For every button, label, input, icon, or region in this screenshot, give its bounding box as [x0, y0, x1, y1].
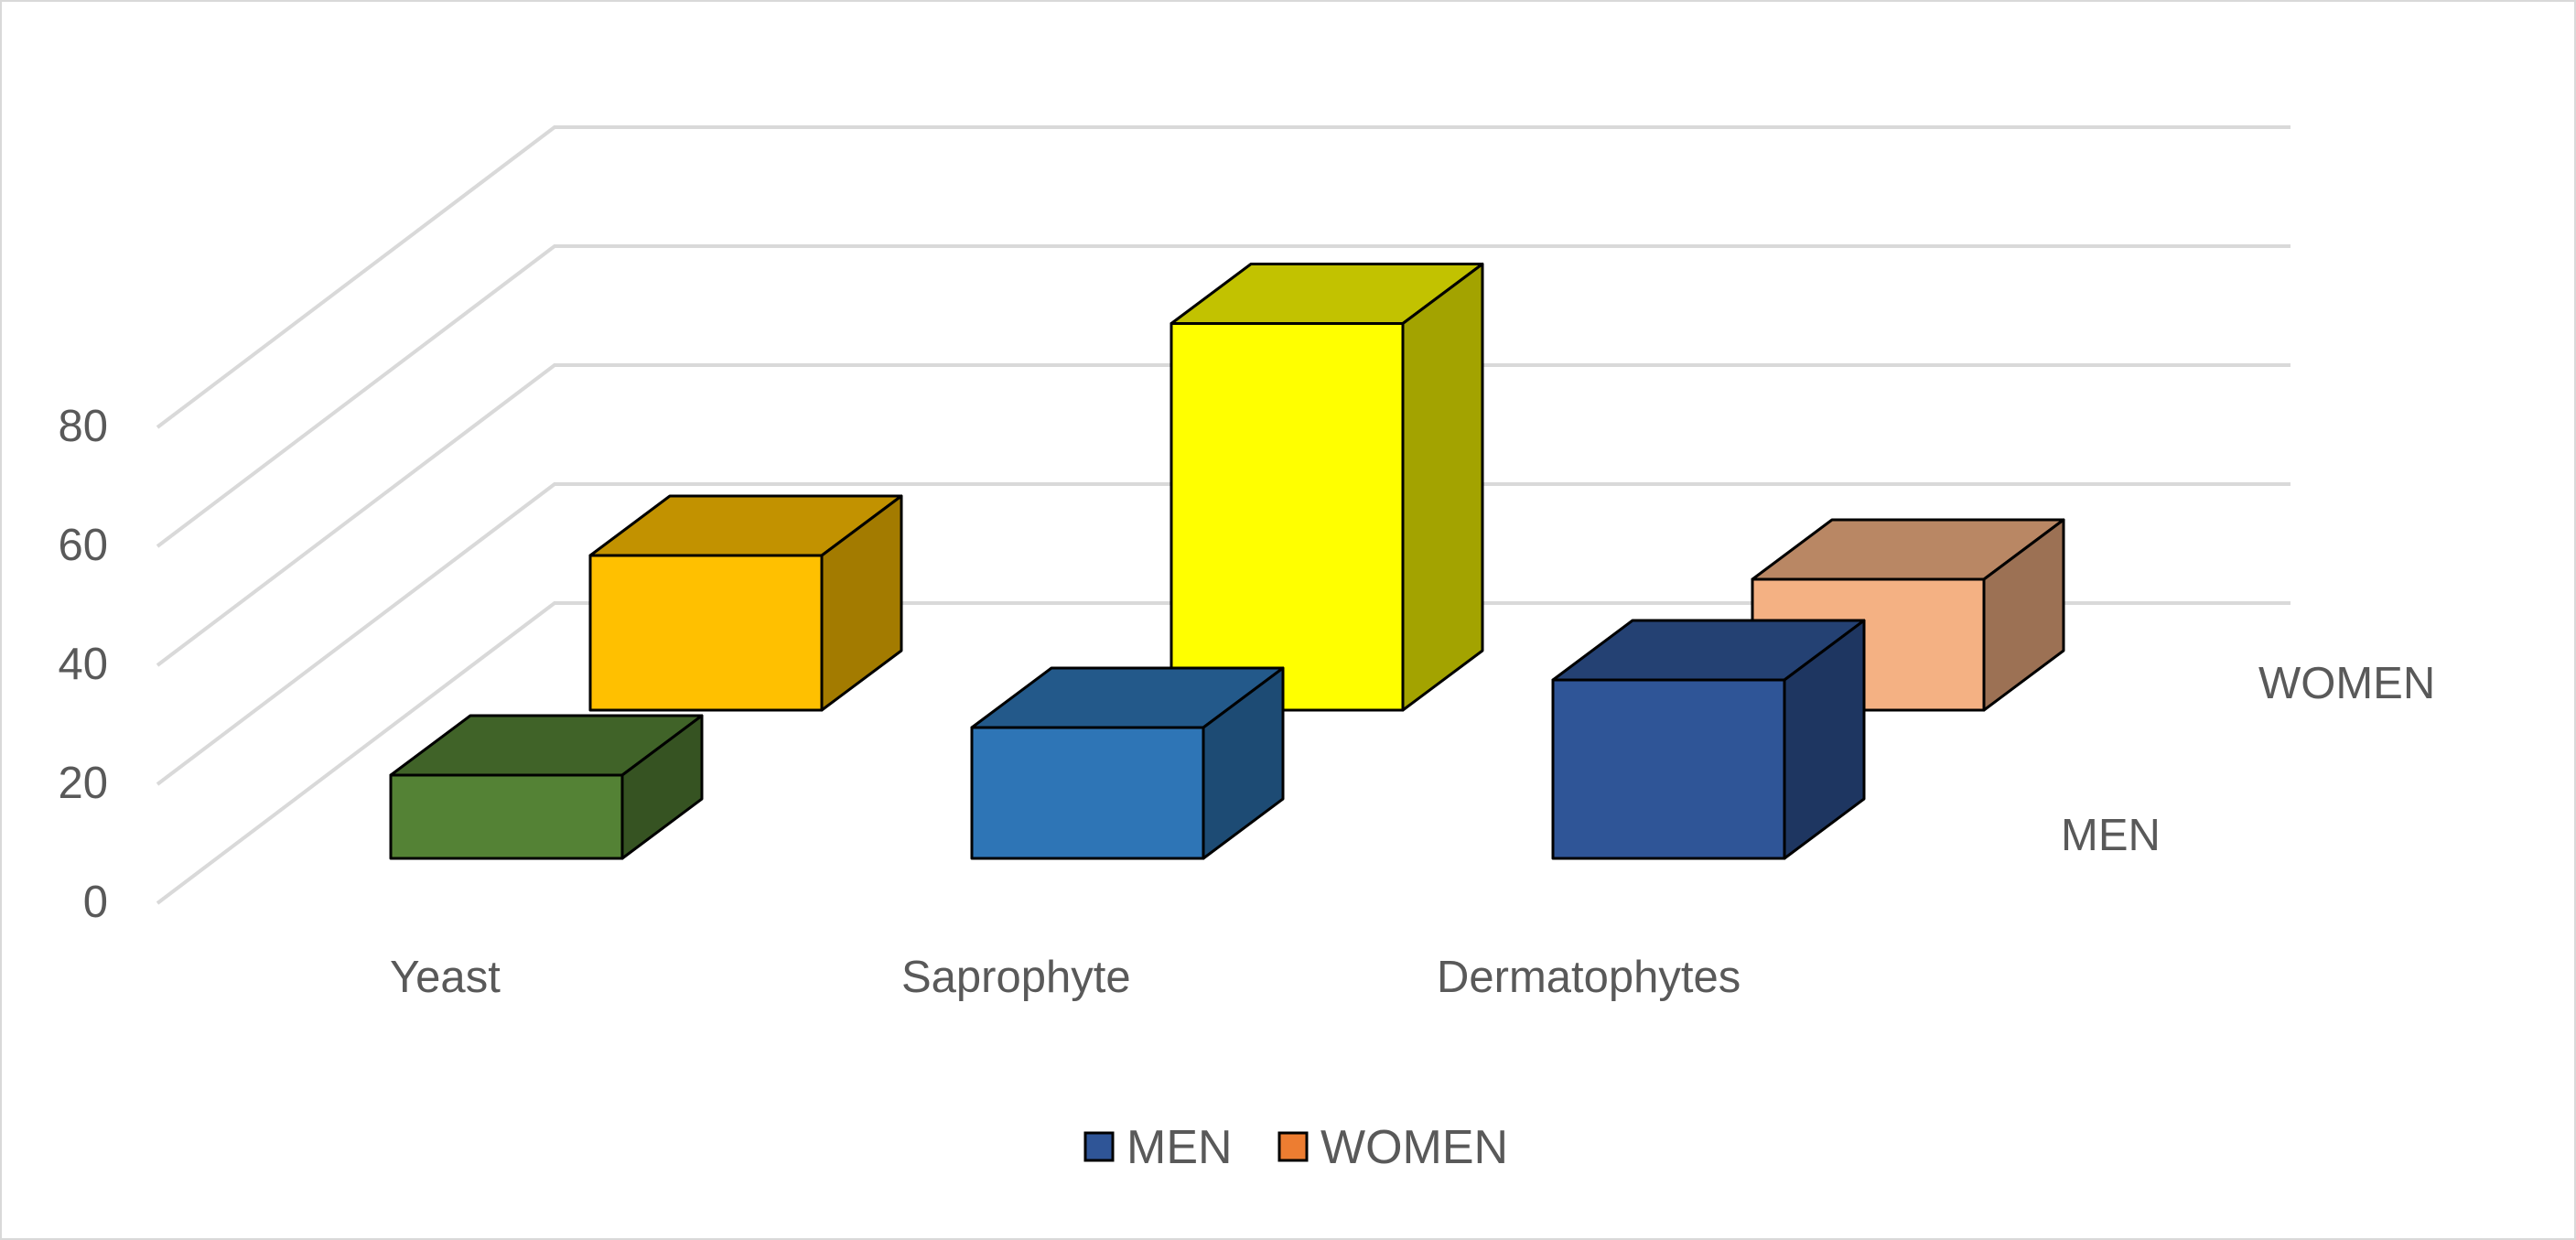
category-label-yeast: Yeast [390, 953, 501, 1002]
bar-front-face [588, 554, 824, 712]
bar-men-yeast [389, 714, 704, 860]
gridlines [156, 125, 2290, 905]
category-labels: Yeast Saprophyte Dermatophytes [390, 953, 1741, 1002]
series-depth-labels: MEN WOMEN [2061, 659, 2435, 860]
y-tick-label-60: 60 [58, 521, 108, 570]
gridline-20 [156, 482, 2290, 786]
legend: MEN WOMEN [1083, 1121, 1508, 1174]
legend-item-men: MEN [1083, 1121, 1233, 1174]
bars [389, 263, 2065, 860]
category-label-saprophyte: Saprophyte [901, 953, 1131, 1002]
y-axis-ticks: 0 20 40 60 80 [58, 402, 108, 927]
y-tick-label-80: 80 [58, 402, 108, 451]
bar-men-dermatophytes [1551, 619, 1866, 860]
bar-front-face [1169, 322, 1405, 712]
bar-men-saprophyte [970, 666, 1285, 860]
series-depth-label-men: MEN [2061, 811, 2161, 860]
bar-women-yeast [588, 494, 903, 712]
series-depth-label-women: WOMEN [2258, 659, 2435, 708]
gridline-80 [156, 125, 2290, 429]
legend-swatch-men [1083, 1131, 1115, 1162]
legend-label-men: MEN [1126, 1121, 1233, 1174]
legend-item-women: WOMEN [1277, 1121, 1508, 1174]
bar-front-face [1551, 678, 1786, 860]
gridline-0 [156, 601, 2290, 905]
y-tick-label-40: 40 [58, 640, 108, 689]
legend-swatch-women [1277, 1131, 1309, 1162]
bar-women-saprophyte [1169, 263, 1484, 712]
bar-front-face [970, 726, 1205, 860]
bar-front-face [389, 773, 624, 860]
gridline-40 [156, 363, 2290, 667]
category-label-dermatophytes: Dermatophytes [1437, 953, 1741, 1002]
legend-label-women: WOMEN [1320, 1121, 1508, 1174]
gridline-60 [156, 244, 2290, 548]
y-tick-label-0: 0 [83, 878, 108, 927]
bar-side-face [1401, 263, 1484, 712]
y-tick-label-20: 20 [58, 759, 108, 808]
